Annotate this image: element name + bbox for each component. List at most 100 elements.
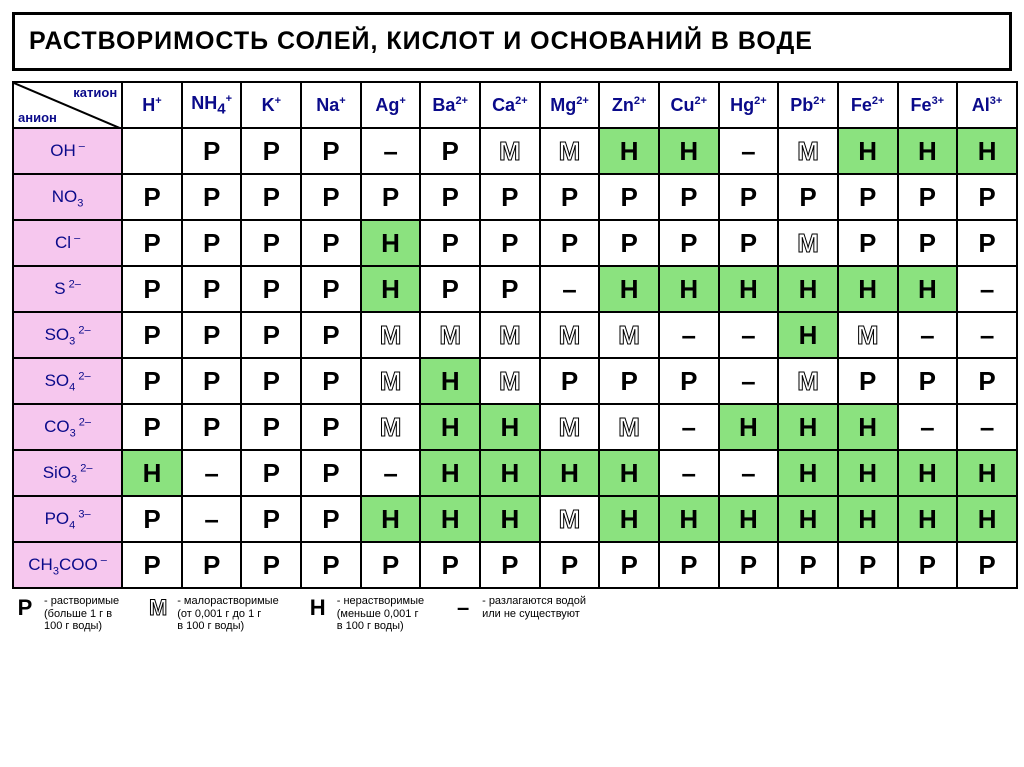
solubility-cell: Р: [659, 174, 719, 220]
solubility-cell: M: [778, 128, 838, 174]
solubility-cell: Н: [719, 266, 779, 312]
solubility-cell: M: [361, 312, 421, 358]
solubility-cell: Н: [540, 450, 600, 496]
cation-header: Mg2+: [540, 82, 600, 128]
solubility-cell: –: [898, 312, 958, 358]
solubility-cell: –: [182, 496, 242, 542]
solubility-cell: Р: [480, 266, 540, 312]
solubility-cell: Р: [838, 358, 898, 404]
solubility-cell: Р: [420, 220, 480, 266]
solubility-cell: Н: [599, 128, 659, 174]
solubility-cell: Н: [599, 496, 659, 542]
solubility-cell: Р: [420, 542, 480, 588]
cation-header: NH4+: [182, 82, 242, 128]
solubility-cell: Р: [957, 542, 1017, 588]
legend-desc: - разлагаются водойили не существуют: [482, 595, 586, 620]
solubility-cell: Р: [301, 404, 361, 450]
solubility-cell: [122, 128, 182, 174]
legend-symbol: –: [450, 595, 476, 621]
solubility-cell: Р: [719, 174, 779, 220]
solubility-cell: Р: [301, 312, 361, 358]
solubility-cell: Р: [480, 220, 540, 266]
solubility-cell: –: [659, 404, 719, 450]
solubility-cell: Н: [838, 496, 898, 542]
solubility-cell: M: [361, 404, 421, 450]
solubility-cell: Р: [599, 174, 659, 220]
solubility-cell: Н: [361, 496, 421, 542]
solubility-cell: Н: [778, 450, 838, 496]
solubility-cell: Р: [241, 312, 301, 358]
solubility-cell: Н: [599, 266, 659, 312]
solubility-cell: Р: [122, 220, 182, 266]
cation-header: Cu2+: [659, 82, 719, 128]
table-row: OH –РРР–РMMНН–MННН: [13, 128, 1017, 174]
corner-bottom-label: анион: [18, 110, 57, 125]
solubility-cell: Р: [480, 174, 540, 220]
solubility-cell: Р: [361, 174, 421, 220]
legend-symbol: Р: [12, 595, 38, 621]
solubility-cell: –: [540, 266, 600, 312]
solubility-cell: M: [540, 496, 600, 542]
solubility-cell: Р: [957, 358, 1017, 404]
solubility-cell: Н: [778, 404, 838, 450]
cation-header: Ca2+: [480, 82, 540, 128]
solubility-cell: Н: [838, 404, 898, 450]
solubility-cell: M: [420, 312, 480, 358]
solubility-cell: Н: [361, 220, 421, 266]
table-row: S 2–РРРРНРР–НННННН–: [13, 266, 1017, 312]
title-text: РАСТВОРИМОСТЬ СОЛЕЙ, КИСЛОТ И ОСНОВАНИЙ …: [29, 27, 813, 55]
legend-symbol: Н: [305, 595, 331, 621]
solubility-cell: Н: [361, 266, 421, 312]
solubility-cell: Р: [540, 542, 600, 588]
solubility-cell: Р: [420, 174, 480, 220]
solubility-cell: Р: [778, 174, 838, 220]
solubility-cell: Р: [838, 220, 898, 266]
table-row: Cl –РРРРНРРРРРРMРРР: [13, 220, 1017, 266]
solubility-cell: Р: [420, 266, 480, 312]
solubility-cell: Р: [122, 404, 182, 450]
solubility-cell: Р: [122, 312, 182, 358]
solubility-cell: Н: [838, 266, 898, 312]
solubility-cell: M: [838, 312, 898, 358]
cation-header: Ba2+: [420, 82, 480, 128]
solubility-cell: Н: [778, 266, 838, 312]
legend-item: M- малорастворимые(от 0,001 г до 1 гв 10…: [145, 595, 279, 633]
table-body: OH –РРР–РMMНН–MНННNO3РРРРРРРРРРРРРРРCl –…: [13, 128, 1017, 588]
solubility-cell: Н: [957, 128, 1017, 174]
corner-top-label: катион: [73, 85, 117, 100]
solubility-cell: Р: [659, 220, 719, 266]
solubility-cell: Р: [301, 450, 361, 496]
solubility-cell: Р: [241, 496, 301, 542]
solubility-cell: Р: [599, 358, 659, 404]
solubility-cell: Р: [182, 312, 242, 358]
solubility-cell: M: [778, 358, 838, 404]
cation-header: Fe3+: [898, 82, 958, 128]
anion-header: SO3 2–: [13, 312, 122, 358]
cation-header: Fe2+: [838, 82, 898, 128]
solubility-cell: Р: [659, 358, 719, 404]
solubility-cell: –: [659, 450, 719, 496]
solubility-cell: Р: [957, 174, 1017, 220]
solubility-cell: Р: [122, 266, 182, 312]
solubility-cell: Р: [898, 542, 958, 588]
cation-header: Hg2+: [719, 82, 779, 128]
solubility-cell: Н: [599, 450, 659, 496]
solubility-cell: Н: [957, 450, 1017, 496]
anion-header: SiO3 2–: [13, 450, 122, 496]
solubility-cell: –: [957, 404, 1017, 450]
solubility-cell: Р: [182, 404, 242, 450]
solubility-cell: –: [719, 358, 779, 404]
solubility-cell: Н: [898, 128, 958, 174]
solubility-cell: Н: [719, 404, 779, 450]
legend-item: Р- растворимые(больше 1 г в100 г воды): [12, 595, 119, 633]
solubility-cell: –: [659, 312, 719, 358]
anion-header: CO3 2–: [13, 404, 122, 450]
legend-desc: - нерастворимые(меньше 0,001 гв 100 г во…: [337, 595, 424, 633]
solubility-cell: Н: [659, 266, 719, 312]
solubility-cell: Р: [361, 542, 421, 588]
anion-header: SO4 2–: [13, 358, 122, 404]
table-row: SO3 2–РРРРMMMMM––НM––: [13, 312, 1017, 358]
table-row: CO3 2–РРРРMННMM–ННН––: [13, 404, 1017, 450]
solubility-cell: Н: [480, 404, 540, 450]
cation-header: Zn2+: [599, 82, 659, 128]
